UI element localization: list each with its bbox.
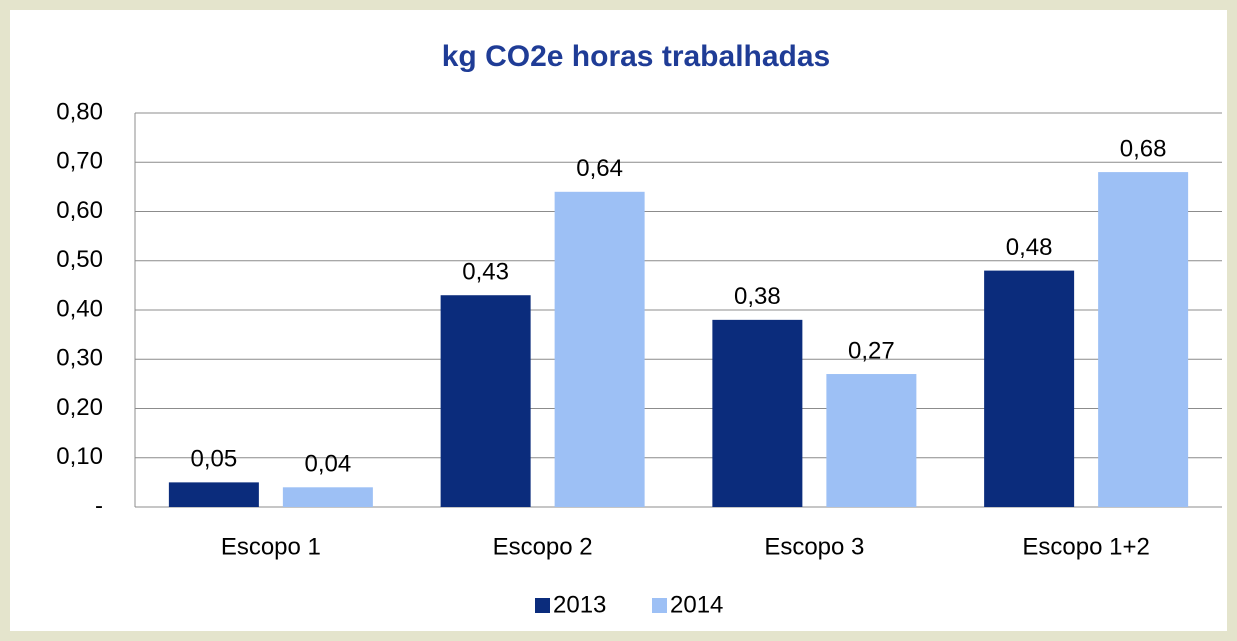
legend-label: 2013 (553, 591, 606, 618)
value-label: 0,05 (191, 446, 238, 473)
y-tick-label: 0,80 (56, 98, 103, 125)
x-tick-label: Escopo 2 (493, 533, 593, 560)
x-tick-label: Escopo 3 (764, 533, 864, 560)
x-tick-label: Escopo 1+2 (1022, 533, 1149, 560)
bar (712, 319, 803, 507)
value-label: 0,64 (576, 155, 623, 182)
value-label: 0,38 (734, 283, 781, 310)
chart-title: kg CO2e horas trabalhadas (442, 40, 830, 73)
value-label: 0,68 (1120, 135, 1167, 162)
legend-label: 2014 (670, 591, 723, 618)
y-tick-label: 0,70 (56, 148, 103, 175)
legend-swatch (535, 598, 550, 613)
bar (282, 487, 373, 507)
value-label: 0,48 (1006, 234, 1053, 261)
bar (826, 374, 917, 507)
bar (1098, 172, 1189, 507)
x-tick-label: Escopo 1 (221, 533, 321, 560)
legend-swatch (652, 598, 667, 613)
y-tick-label: 0,50 (56, 246, 103, 273)
y-tick-label: - (95, 492, 103, 519)
y-tick-label: 0,40 (56, 295, 103, 322)
y-tick-label: 0,30 (56, 345, 103, 372)
value-label: 0,43 (462, 259, 509, 286)
y-tick-label: 0,20 (56, 394, 103, 421)
value-label: 0,04 (305, 451, 352, 478)
bar (168, 482, 259, 507)
value-label: 0,27 (848, 337, 895, 364)
bar (554, 191, 645, 508)
y-tick-label: 0,60 (56, 197, 103, 224)
bar (440, 295, 531, 507)
bar (984, 270, 1075, 507)
y-tick-label: 0,10 (56, 443, 103, 470)
